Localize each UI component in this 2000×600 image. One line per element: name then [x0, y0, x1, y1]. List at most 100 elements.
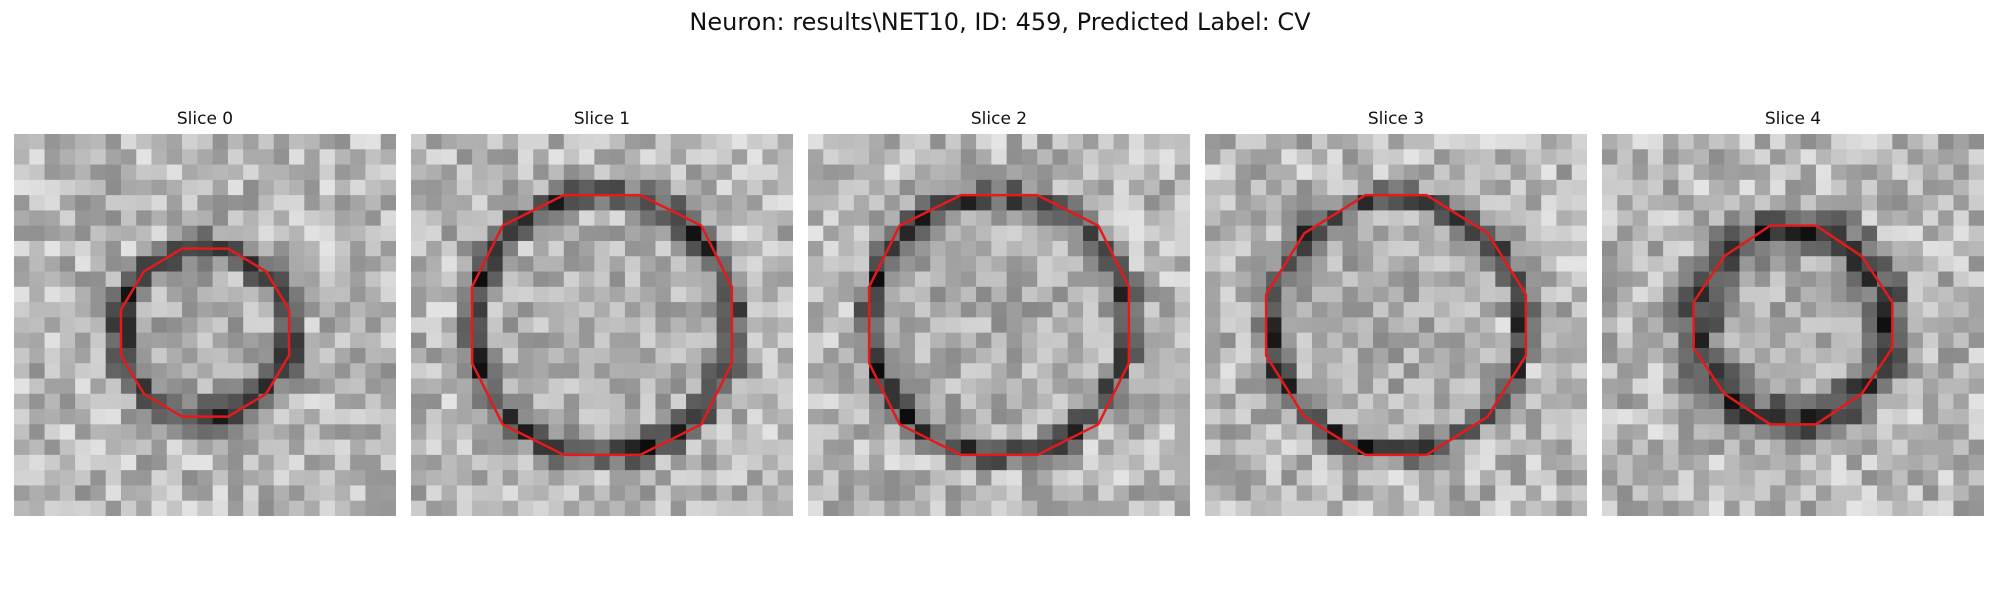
pixel [1388, 134, 1405, 150]
pixel [1831, 378, 1848, 395]
pixel [1724, 225, 1741, 242]
pixel [731, 485, 748, 502]
pixel [991, 409, 1008, 425]
pixel [1831, 256, 1848, 273]
pixel [1800, 302, 1817, 318]
pixel [1815, 470, 1832, 487]
pixel [1510, 393, 1527, 410]
pixel [1434, 210, 1451, 227]
pixel [1495, 286, 1512, 303]
pixel [1724, 256, 1741, 273]
pixel [1953, 378, 1970, 395]
pixel [1525, 179, 1542, 196]
pixel [548, 271, 565, 288]
pixel [594, 271, 611, 288]
pixel [1281, 409, 1298, 425]
pixel [1525, 149, 1542, 166]
pixel [1968, 470, 1984, 487]
pixel [334, 347, 351, 364]
pixel [227, 240, 244, 257]
pixel [1739, 424, 1756, 441]
pixel [380, 332, 396, 349]
pixel [1006, 439, 1023, 456]
pixel [90, 347, 107, 364]
pixel [1327, 363, 1344, 380]
pixel [1495, 317, 1512, 334]
pixel [1021, 470, 1038, 487]
pixel [624, 409, 641, 425]
pixel [1815, 317, 1832, 334]
pixel [1693, 363, 1710, 380]
pixel [1938, 149, 1955, 166]
pixel [945, 286, 962, 303]
pixel [548, 225, 565, 242]
pixel [548, 164, 565, 181]
pixel [90, 134, 107, 150]
pixel [1357, 409, 1374, 425]
pixel [365, 347, 382, 364]
pixel [579, 240, 595, 257]
pixel [472, 240, 488, 257]
pixel [731, 378, 748, 395]
pixel [1708, 409, 1725, 425]
pixel [1449, 179, 1466, 196]
pixel [59, 210, 76, 227]
pixel [1770, 393, 1786, 410]
pixel [1006, 210, 1023, 227]
pixel [1480, 302, 1496, 318]
pixel [838, 210, 855, 227]
pixel [609, 485, 626, 502]
pixel [1617, 271, 1634, 288]
pixel [1647, 240, 1664, 257]
pixel [670, 454, 687, 471]
pixel [1250, 210, 1267, 227]
pixel [655, 225, 672, 242]
pixel [1647, 210, 1664, 227]
pixel [1602, 149, 1618, 166]
pixel [1602, 454, 1618, 471]
pixel [1907, 164, 1924, 181]
pixel [1159, 424, 1176, 441]
pixel [1250, 332, 1267, 349]
pixel [1464, 302, 1481, 318]
pixel [1617, 332, 1634, 349]
pixel [1815, 256, 1832, 273]
pixel [411, 347, 427, 364]
pixel [1373, 363, 1389, 380]
pixel [350, 409, 367, 425]
pixel [120, 256, 137, 273]
pixel [731, 302, 748, 318]
pixel [945, 134, 962, 150]
pixel [533, 363, 550, 380]
pixel [1205, 302, 1221, 318]
pixel [120, 378, 137, 395]
pixel [44, 240, 61, 257]
pixel [914, 286, 931, 303]
pixel [1418, 454, 1435, 471]
pixel [548, 363, 565, 380]
pixel [75, 134, 91, 150]
pixel [624, 240, 641, 257]
pixel [1266, 393, 1282, 410]
pixel [1144, 225, 1161, 242]
pixel [640, 179, 657, 196]
pixel [472, 439, 488, 456]
pixel [1739, 363, 1756, 380]
pixel [838, 470, 855, 487]
pixel [441, 363, 458, 380]
pixel [884, 286, 901, 303]
pixel [1144, 164, 1161, 181]
pixel [1205, 485, 1221, 502]
pixel [334, 500, 351, 516]
pixel [166, 195, 183, 211]
pixel [960, 179, 977, 196]
pixel [502, 439, 519, 456]
pixel [472, 149, 488, 166]
pixel [441, 164, 458, 181]
pixel [1861, 409, 1878, 425]
pixel [914, 210, 931, 227]
pixel [1128, 256, 1145, 273]
pixel [14, 286, 30, 303]
pixel [1708, 393, 1725, 410]
pixel [1128, 363, 1145, 380]
